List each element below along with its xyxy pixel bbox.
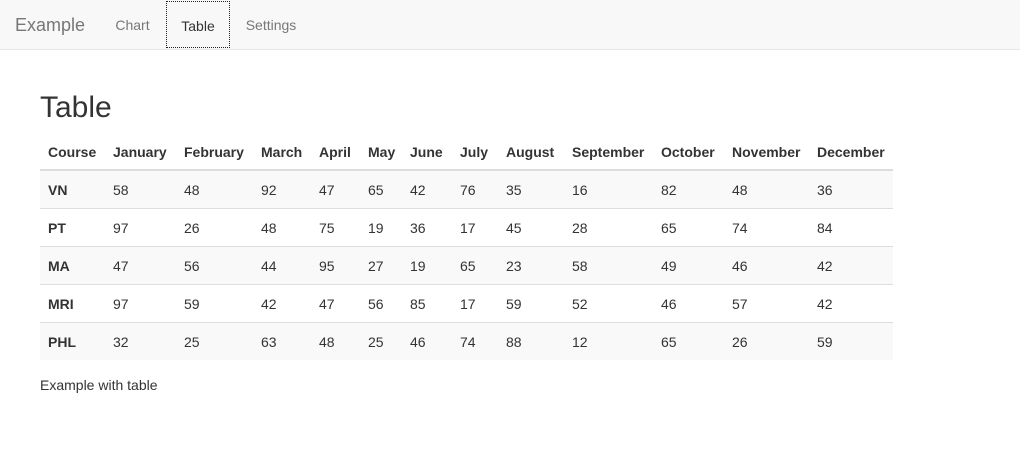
table-cell: 65 [653,208,724,247]
table-cell: 59 [498,284,564,323]
row-label: MA [40,246,105,285]
table-cell: 74 [724,208,809,247]
table-cell: 56 [360,284,402,323]
table-cell: 52 [564,284,653,323]
nav-link-chart[interactable]: Chart [115,17,150,33]
table-cell: 42 [809,284,893,323]
table-row: MRI 97 59 42 47 56 85 17 59 52 46 57 42 [40,284,893,323]
table-row: PT 97 26 48 75 19 36 17 45 28 65 74 84 [40,208,893,247]
table-cell: 16 [572,181,588,198]
column-header-december: December [809,134,893,171]
table-cell: 95 [311,246,360,285]
table-cell: 19 [360,208,402,247]
table-cell: 97 [105,208,176,247]
column-header-march: March [253,134,311,171]
row-label: PHL [40,322,105,360]
table-cell: 47 [311,284,360,323]
table-cell: 32 [105,322,176,360]
table-cell: 44 [253,246,311,285]
table-cell: 48 [184,181,200,198]
table-cell: 27 [360,246,402,285]
table-cell: 25 [360,322,402,360]
page-title: Table [40,91,112,124]
table-cell: 42 [253,284,311,323]
table-cell: 88 [498,322,564,360]
column-header-course: Course [40,134,105,171]
table-cell: 12 [564,322,653,360]
table-cell: 17 [452,208,498,247]
column-header-january: January [105,134,176,171]
table-body: VN 58 48 92 47 65 42 76 35 16 82 48 36 PT 97 26 48 75 19 36… [40,170,893,360]
row-label: VN [48,181,68,198]
table-cell: 19 [402,246,452,285]
table-cell: 84 [809,208,893,247]
table-row: VN 58 48 92 47 65 42 76 35 16 82 48 36 [40,170,893,209]
table-cell: 65 [653,322,724,360]
table-cell: 48 [253,208,311,247]
data-table: Course January February March April May June Ju… [40,134,893,360]
table-cell: 59 [809,322,893,360]
table-cell: 28 [564,208,653,247]
table-cell: 46 [653,284,724,323]
table-cell: 48 [311,322,360,360]
table-row: PHL 32 25 63 48 25 46 74 88 12 65 26 59 [40,322,893,360]
column-header-april: April [311,134,360,171]
table-cell: 92 [261,181,277,198]
row-label: PT [40,208,105,247]
table-cell: 17 [452,284,498,323]
table-cell: 58 [564,246,653,285]
table-header: Course January February March April May June Ju… [40,134,893,171]
table-cell: 46 [724,246,809,285]
column-header-july: July [452,134,498,171]
column-header-august: August [498,134,564,171]
table-cell: 56 [176,246,253,285]
table-cell: 75 [311,208,360,247]
navbar-brand[interactable]: Example [15,15,86,35]
table-cell: 23 [498,246,564,285]
table-cell: 48 [732,181,748,198]
table-cell: 59 [176,284,253,323]
table-cell: 45 [498,208,564,247]
table-row: MA 47 56 44 95 27 19 65 23 58 49 46 42 [40,246,893,285]
table-cell: 74 [452,322,498,360]
column-header-september: September [564,134,653,171]
table-cell: 97 [105,284,176,323]
table-cell: 42 [809,246,893,285]
table-cell: 26 [176,208,253,247]
column-header-october: October [653,134,724,171]
table-cell: 47 [319,181,335,198]
table-cell: 36 [402,208,452,247]
navbar: Example Chart Table Settings [0,0,1020,50]
nav-link-table[interactable]: Table [166,1,230,48]
table-cell: 63 [253,322,311,360]
table-cell: 35 [506,181,522,198]
table-cell: 58 [113,181,129,198]
table-header-row: Course January February March April May June Ju… [40,134,893,171]
column-header-june: June [402,134,452,171]
table-cell: 57 [724,284,809,323]
table-cell: 26 [724,322,809,360]
table-cell: 76 [460,181,476,198]
table-cell: 82 [661,181,677,198]
table-cell: 65 [452,246,498,285]
table-cell: 65 [368,181,384,198]
column-header-may: May [360,134,402,171]
column-header-february: February [176,134,253,171]
table-cell: 85 [402,284,452,323]
table-cell: 46 [402,322,452,360]
table-caption: Example with table [40,377,158,393]
column-header-november: November [724,134,809,171]
table-cell: 36 [817,181,833,198]
table-cell: 47 [105,246,176,285]
row-label: MRI [40,284,105,323]
nav-link-settings[interactable]: Settings [245,17,297,33]
table-cell: 49 [653,246,724,285]
table-cell: 42 [410,181,426,198]
table-cell: 25 [176,322,253,360]
